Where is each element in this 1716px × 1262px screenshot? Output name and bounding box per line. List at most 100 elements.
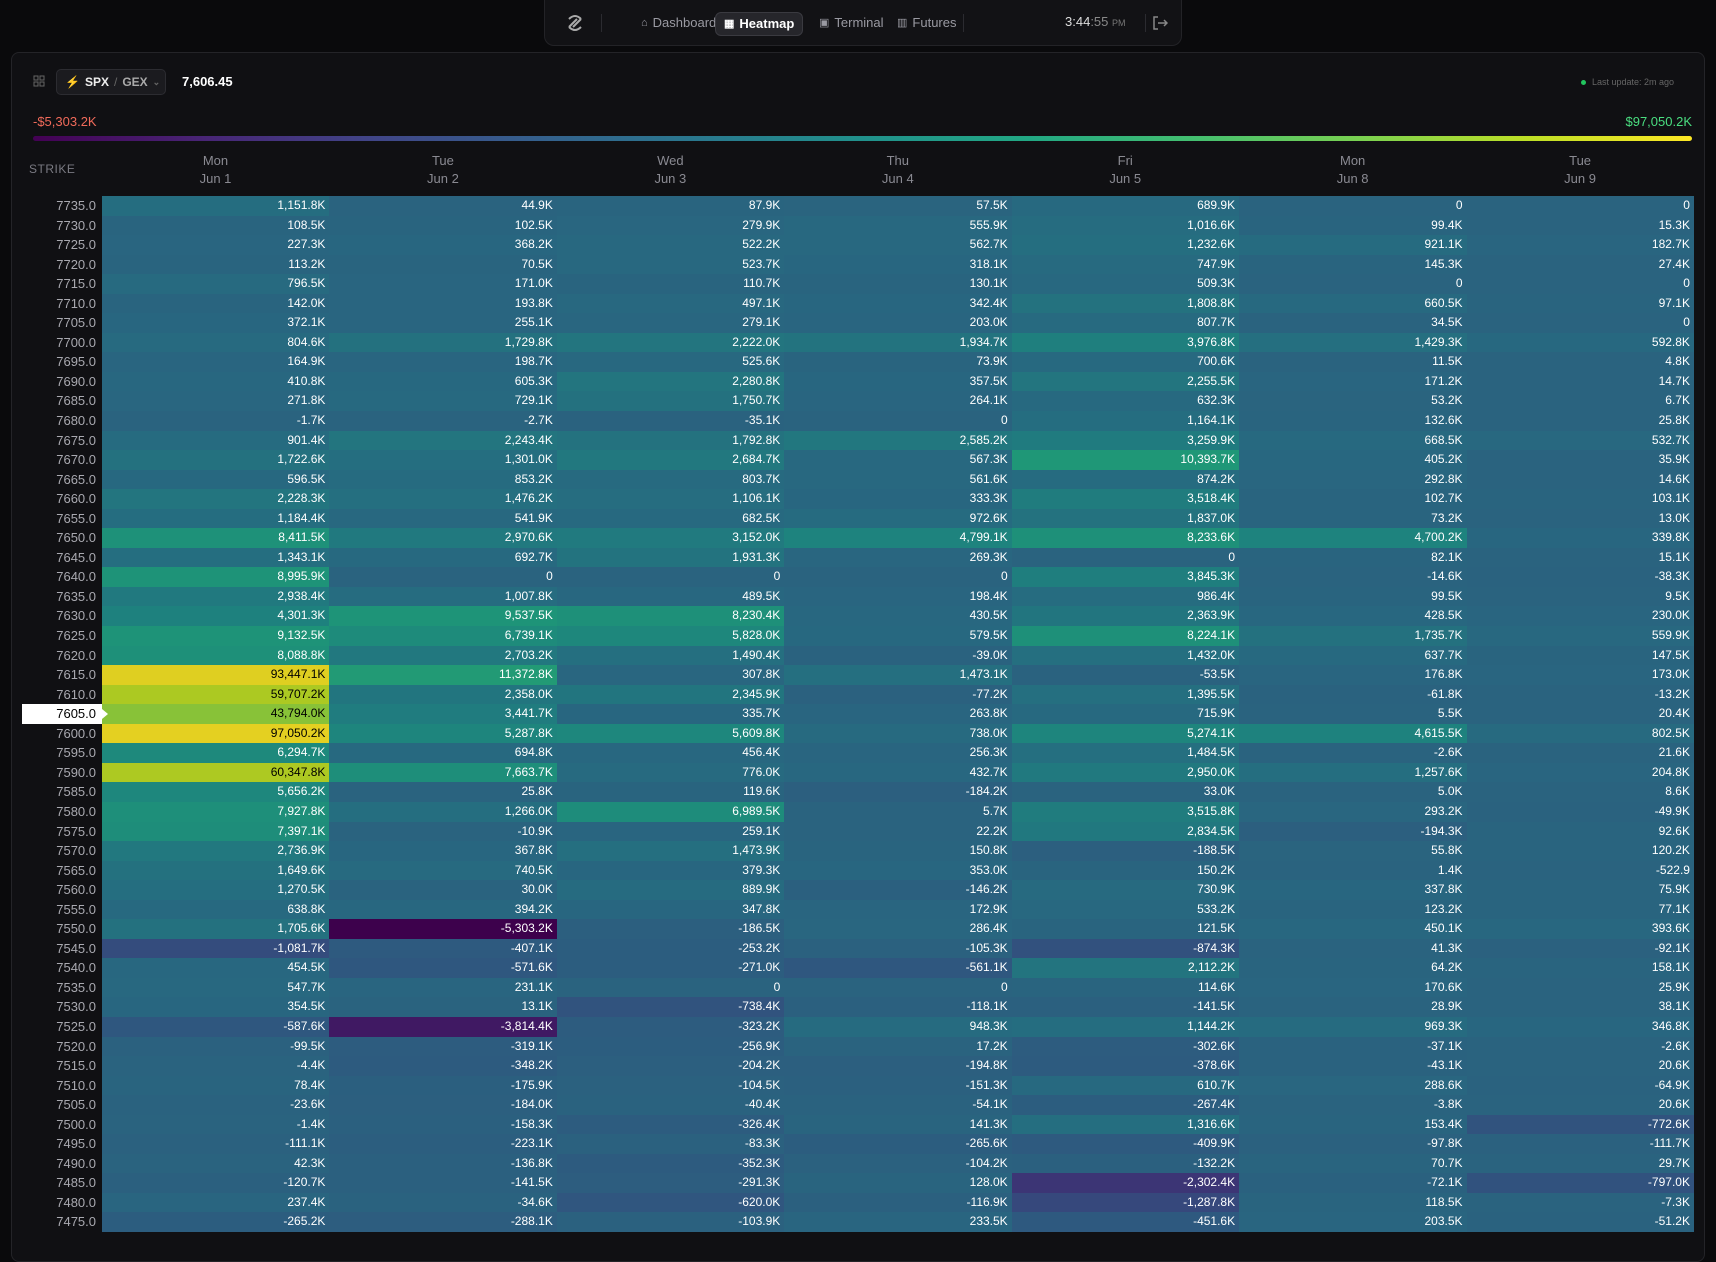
nav-item[interactable]: ▥ Futures <box>889 12 964 34</box>
gex-cell: 150.8K <box>784 841 1012 861</box>
gex-cell: -34.6K <box>329 1192 557 1213</box>
gex-cell: 27.4K <box>1466 254 1694 275</box>
strike: 7705.0 <box>56 315 96 331</box>
strike: 7520.0 <box>56 1038 96 1054</box>
gex-cell: 2,585.2K <box>784 430 1012 451</box>
gex-cell: 555.9K <box>784 215 1012 236</box>
gex-cell: -797.0K <box>1466 1173 1694 1193</box>
strike: 7560.0 <box>56 882 96 898</box>
column-day: Mon <box>1339 153 1366 168</box>
strike-row: 7580.0 7,927.8K 1,266.0K 6,989.5K 5.7K 3,515.… <box>22 801 1694 822</box>
symbol-selector[interactable]: ⚡ SPX / GEX ⌄ <box>56 69 166 95</box>
strike: 7580.0 <box>56 803 96 819</box>
gex-cell: 7,927.8K <box>102 801 330 822</box>
gex-cell: 3,976.8K <box>1011 332 1240 353</box>
strike-row: 7645.0 1,343.1K 692.7K 1,931.3K 269.3K 0 82.1K… <box>22 547 1694 568</box>
gex-cell: -194.8K <box>784 1056 1012 1076</box>
gex-cell: 97,050.2K <box>102 723 330 744</box>
strike: 7690.0 <box>56 373 96 389</box>
strike-row: 7680.0 -1.7K -2.7K -35.1K 0 1,164.1K 132.6K 25.… <box>22 411 1694 431</box>
logout-icon[interactable] <box>1152 16 1168 30</box>
gex-cell: -253.2K <box>556 938 785 959</box>
strike-row: 7555.0 638.8K 394.2K 347.8K 172.9K 533.2K 123.… <box>22 899 1694 920</box>
gex-cell: -97.8K <box>1239 1134 1467 1154</box>
gex-cell: -53.5K <box>1011 665 1240 685</box>
strike: 7505.0 <box>56 1097 96 1113</box>
strike-row: 7540.0 454.5K -571.6K -271.0K -561.1K 2,112.2… <box>22 958 1694 978</box>
nav-item[interactable]: ▦ Heatmap <box>715 12 804 36</box>
gex-cell: -2,302.4K <box>1011 1173 1240 1193</box>
gex-cell: 1,432.0K <box>1011 645 1240 666</box>
gex-cell: 0 <box>1466 274 1694 294</box>
gex-cell: 43,794.0K <box>102 704 330 724</box>
nav-label: Futures <box>912 15 957 30</box>
gex-cell: 114.6K <box>1011 977 1240 998</box>
column-date: Jun 9 <box>1564 171 1596 186</box>
gex-cell: -188.5K <box>1011 841 1240 861</box>
gex-cell: 170.6K <box>1239 977 1467 998</box>
nav-item[interactable]: ⌂ Dashboard <box>633 12 724 34</box>
column-date: Jun 5 <box>1109 171 1142 186</box>
gex-cell: 357.5K <box>784 371 1012 392</box>
gex-cell: 533.2K <box>1011 899 1240 920</box>
gex-cell: -587.6K <box>102 1016 330 1037</box>
logo[interactable] <box>565 13 585 33</box>
gex-cell: 1,792.8K <box>556 430 785 451</box>
strike-row: 7560.0 1,270.5K 30.0K 889.9K -146.2K 730.9K 33… <box>22 880 1694 900</box>
gex-cell: -2.6K <box>1466 1036 1694 1057</box>
gex-cell: -7.3K <box>1466 1192 1694 1213</box>
gex-cell: 293.2K <box>1239 801 1467 822</box>
color-scale <box>33 136 1692 141</box>
gex-cell: 335.7K <box>556 704 785 724</box>
gex-cell: 4,301.3K <box>102 606 330 627</box>
gex-cell: 523.7K <box>556 254 785 275</box>
gex-cell: 8,995.9K <box>102 567 330 587</box>
strike-row: 7515.0 -4.4K -348.2K -204.2K -194.8K -378.6K -… <box>22 1056 1694 1076</box>
gex-cell: 692.7K <box>329 547 557 568</box>
strike: 7495.0 <box>56 1136 96 1152</box>
scale-min: -$5,303.2K <box>33 114 97 129</box>
gex-cell: 8,088.8K <box>102 645 330 666</box>
gex-cell: -319.1K <box>329 1036 557 1057</box>
gex-cell: 3,515.8K <box>1011 801 1240 822</box>
gex-cell: -407.1K <box>329 938 557 959</box>
gex-cell: 2,363.9K <box>1011 606 1240 627</box>
strike-row: 7715.0 796.5K 171.0K 110.7K 130.1K 509.3K 0 0 <box>22 274 1694 294</box>
gex-cell: 263.8K <box>784 704 1012 724</box>
gex-cell: 1,490.4K <box>556 645 785 666</box>
grid-icon[interactable] <box>33 75 45 87</box>
gex-cell: 118.5K <box>1239 1192 1467 1213</box>
gex-cell: 158.1K <box>1466 958 1694 978</box>
nav-label: Terminal <box>834 15 884 30</box>
gex-cell: 372.1K <box>102 313 330 333</box>
strike: 7500.0 <box>56 1116 96 1132</box>
strike: 7625.0 <box>56 628 96 644</box>
strike-row: 7735.0 1,151.8K 44.9K 87.9K 57.5K 689.9K 0 0 <box>22 196 1694 216</box>
gex-cell: 738.0K <box>784 723 1012 744</box>
gex-cell: -175.9K <box>329 1075 557 1096</box>
gex-cell: 25.9K <box>1466 977 1694 998</box>
gex-cell: 1,144.2K <box>1011 1016 1240 1037</box>
gex-cell: 1,316.6K <box>1011 1114 1240 1135</box>
column-day: Tue <box>431 153 454 168</box>
gex-cell: 2,834.5K <box>1011 821 1240 842</box>
gex-cell: 509.3K <box>1011 274 1240 294</box>
gex-cell: 0 <box>784 411 1012 431</box>
nav-item[interactable]: ▣ Terminal <box>811 12 892 34</box>
gex-cell: 2,938.4K <box>102 586 330 607</box>
gex-cell: 660.5K <box>1239 293 1467 314</box>
strike: 7555.0 <box>56 901 96 917</box>
strike-row: 7550.0 1,705.6K -5,303.2K -186.5K 286.4K 121.… <box>22 919 1694 939</box>
strike: 7525.0 <box>56 1018 96 1034</box>
strike: 7725.0 <box>56 237 96 253</box>
gex-cell: 596.5K <box>102 469 330 490</box>
gex-cell: 8,233.6K <box>1011 528 1240 548</box>
gex-cell: 120.2K <box>1466 841 1694 861</box>
strike-row: 7495.0 -111.1K -223.1K -83.3K -265.6K -409.9K… <box>22 1134 1694 1154</box>
gex-cell: 747.9K <box>1011 254 1240 275</box>
gex-cell: 227.3K <box>102 235 330 255</box>
gex-cell: 164.9K <box>102 352 330 372</box>
gex-cell: 30.0K <box>329 880 557 900</box>
gex-cell: 203.5K <box>1239 1212 1467 1232</box>
gex-cell: -3,814.4K <box>329 1016 557 1037</box>
